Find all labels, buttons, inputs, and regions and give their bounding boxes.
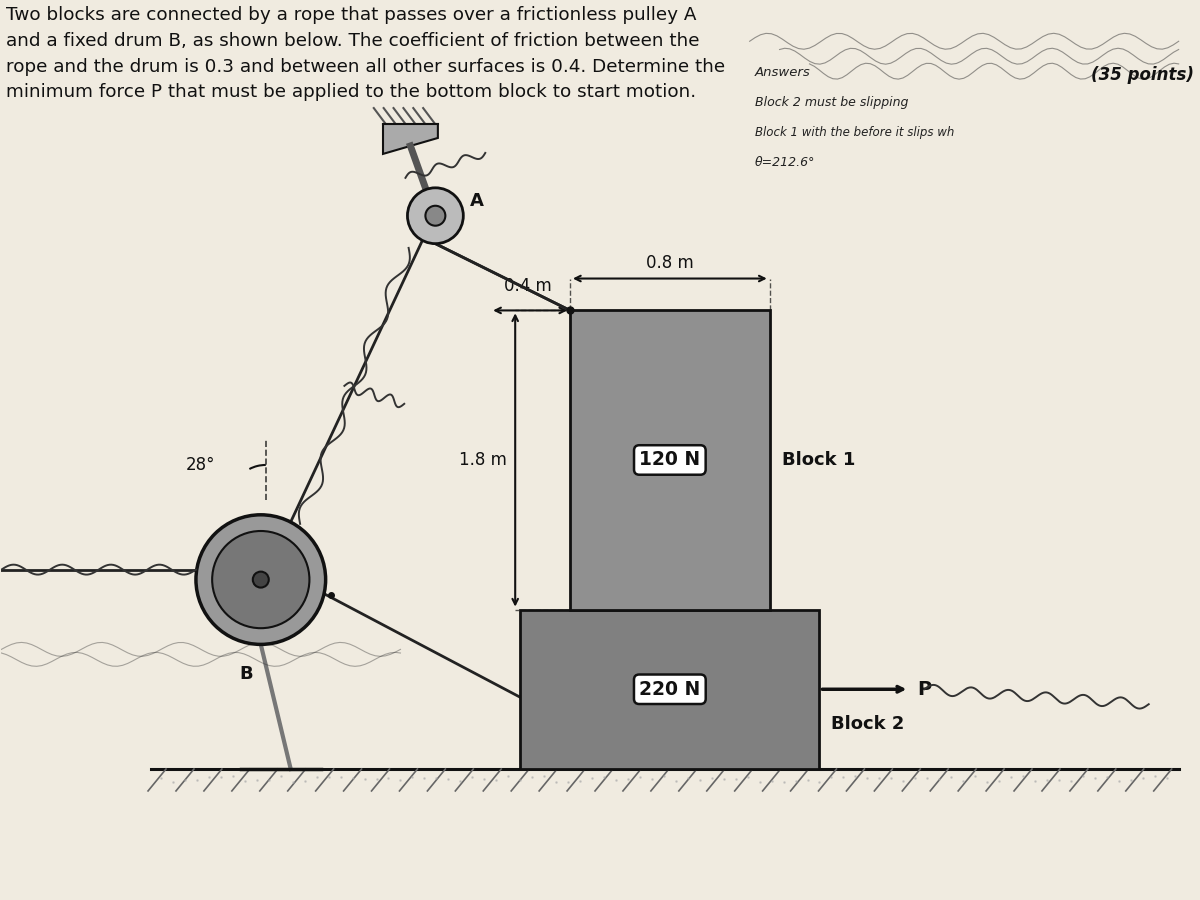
Circle shape (196, 515, 325, 644)
Bar (520, 609, 820, 769)
Text: Block 1: Block 1 (781, 451, 854, 469)
Text: 0.4 m: 0.4 m (504, 277, 552, 295)
Text: (35 points): (35 points) (1091, 67, 1194, 85)
Circle shape (212, 531, 310, 628)
Text: Answers: Answers (755, 67, 810, 79)
Text: 220 N: 220 N (640, 680, 701, 698)
Bar (570, 310, 769, 609)
Circle shape (408, 188, 463, 244)
Text: Block 2 must be slipping: Block 2 must be slipping (755, 96, 908, 109)
Circle shape (426, 206, 445, 226)
Text: 28°: 28° (186, 456, 216, 474)
Text: Two blocks are connected by a rope that passes over a frictionless pulley A
and : Two blocks are connected by a rope that … (6, 6, 726, 102)
Polygon shape (383, 124, 438, 154)
Text: B: B (239, 665, 253, 683)
Text: Block 2: Block 2 (832, 716, 905, 733)
Text: A: A (470, 192, 484, 210)
Circle shape (253, 572, 269, 588)
Text: 120 N: 120 N (640, 451, 701, 470)
Text: 0.8 m: 0.8 m (646, 254, 694, 272)
Text: Block 1 with the before it slips wh: Block 1 with the before it slips wh (755, 126, 954, 139)
Text: 1.8 m: 1.8 m (460, 451, 508, 469)
Text: P: P (917, 680, 931, 698)
Text: θ=212.6°: θ=212.6° (755, 156, 815, 169)
